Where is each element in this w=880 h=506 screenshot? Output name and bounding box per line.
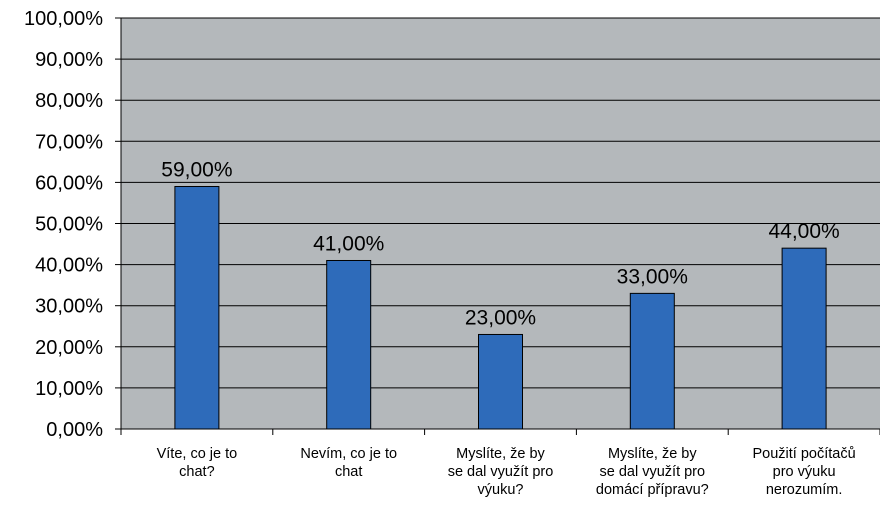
x-tick-label: Myslíte, že by se dal využít pro výuku?: [448, 446, 554, 498]
y-tick-label: 0,00%: [46, 419, 103, 441]
x-tick-label: Použití počítačů pro výuku nerozumím.: [753, 446, 856, 498]
bar: [174, 186, 220, 430]
data-label: 33,00%: [617, 265, 688, 288]
x-tick-label: Myslíte, že by se dal využít pro domácí př…: [596, 446, 709, 498]
x-tick-label: Nevím, co je to chat: [300, 446, 397, 480]
bar: [478, 333, 523, 430]
y-tick-label: 20,00%: [35, 337, 103, 359]
y-tick-label: 80,00%: [35, 90, 103, 112]
data-label: 23,00%: [465, 306, 536, 329]
bars: [174, 186, 827, 430]
data-label: 59,00%: [161, 159, 232, 182]
data-labels: 59,00% 41,00% 23,00% 33,00% 44,00%: [161, 159, 839, 330]
y-tick-label: 100,00%: [24, 8, 103, 30]
data-label: 44,00%: [768, 220, 839, 243]
x-axis: Víte, co je to chat? Nevím, co je to chat My…: [115, 428, 880, 498]
y-tick-label: 30,00%: [35, 296, 103, 318]
bar: [326, 259, 372, 430]
y-tick-label: 70,00%: [35, 131, 103, 153]
y-tick-label: 10,00%: [35, 378, 103, 400]
x-tick-label: Víte, co je to chat?: [157, 446, 238, 480]
data-label: 41,00%: [313, 232, 384, 255]
y-axis: 0,00% 10,00% 20,00% 30,00% 40,00% 50,00% 60,00…: [24, 8, 122, 441]
y-tick-label: 60,00%: [35, 172, 103, 194]
y-tick-label: 40,00%: [35, 255, 103, 277]
y-tick-label: 90,00%: [35, 49, 103, 71]
bar: [781, 247, 827, 430]
y-tick-label: 50,00%: [35, 214, 103, 236]
bar: [629, 292, 675, 430]
